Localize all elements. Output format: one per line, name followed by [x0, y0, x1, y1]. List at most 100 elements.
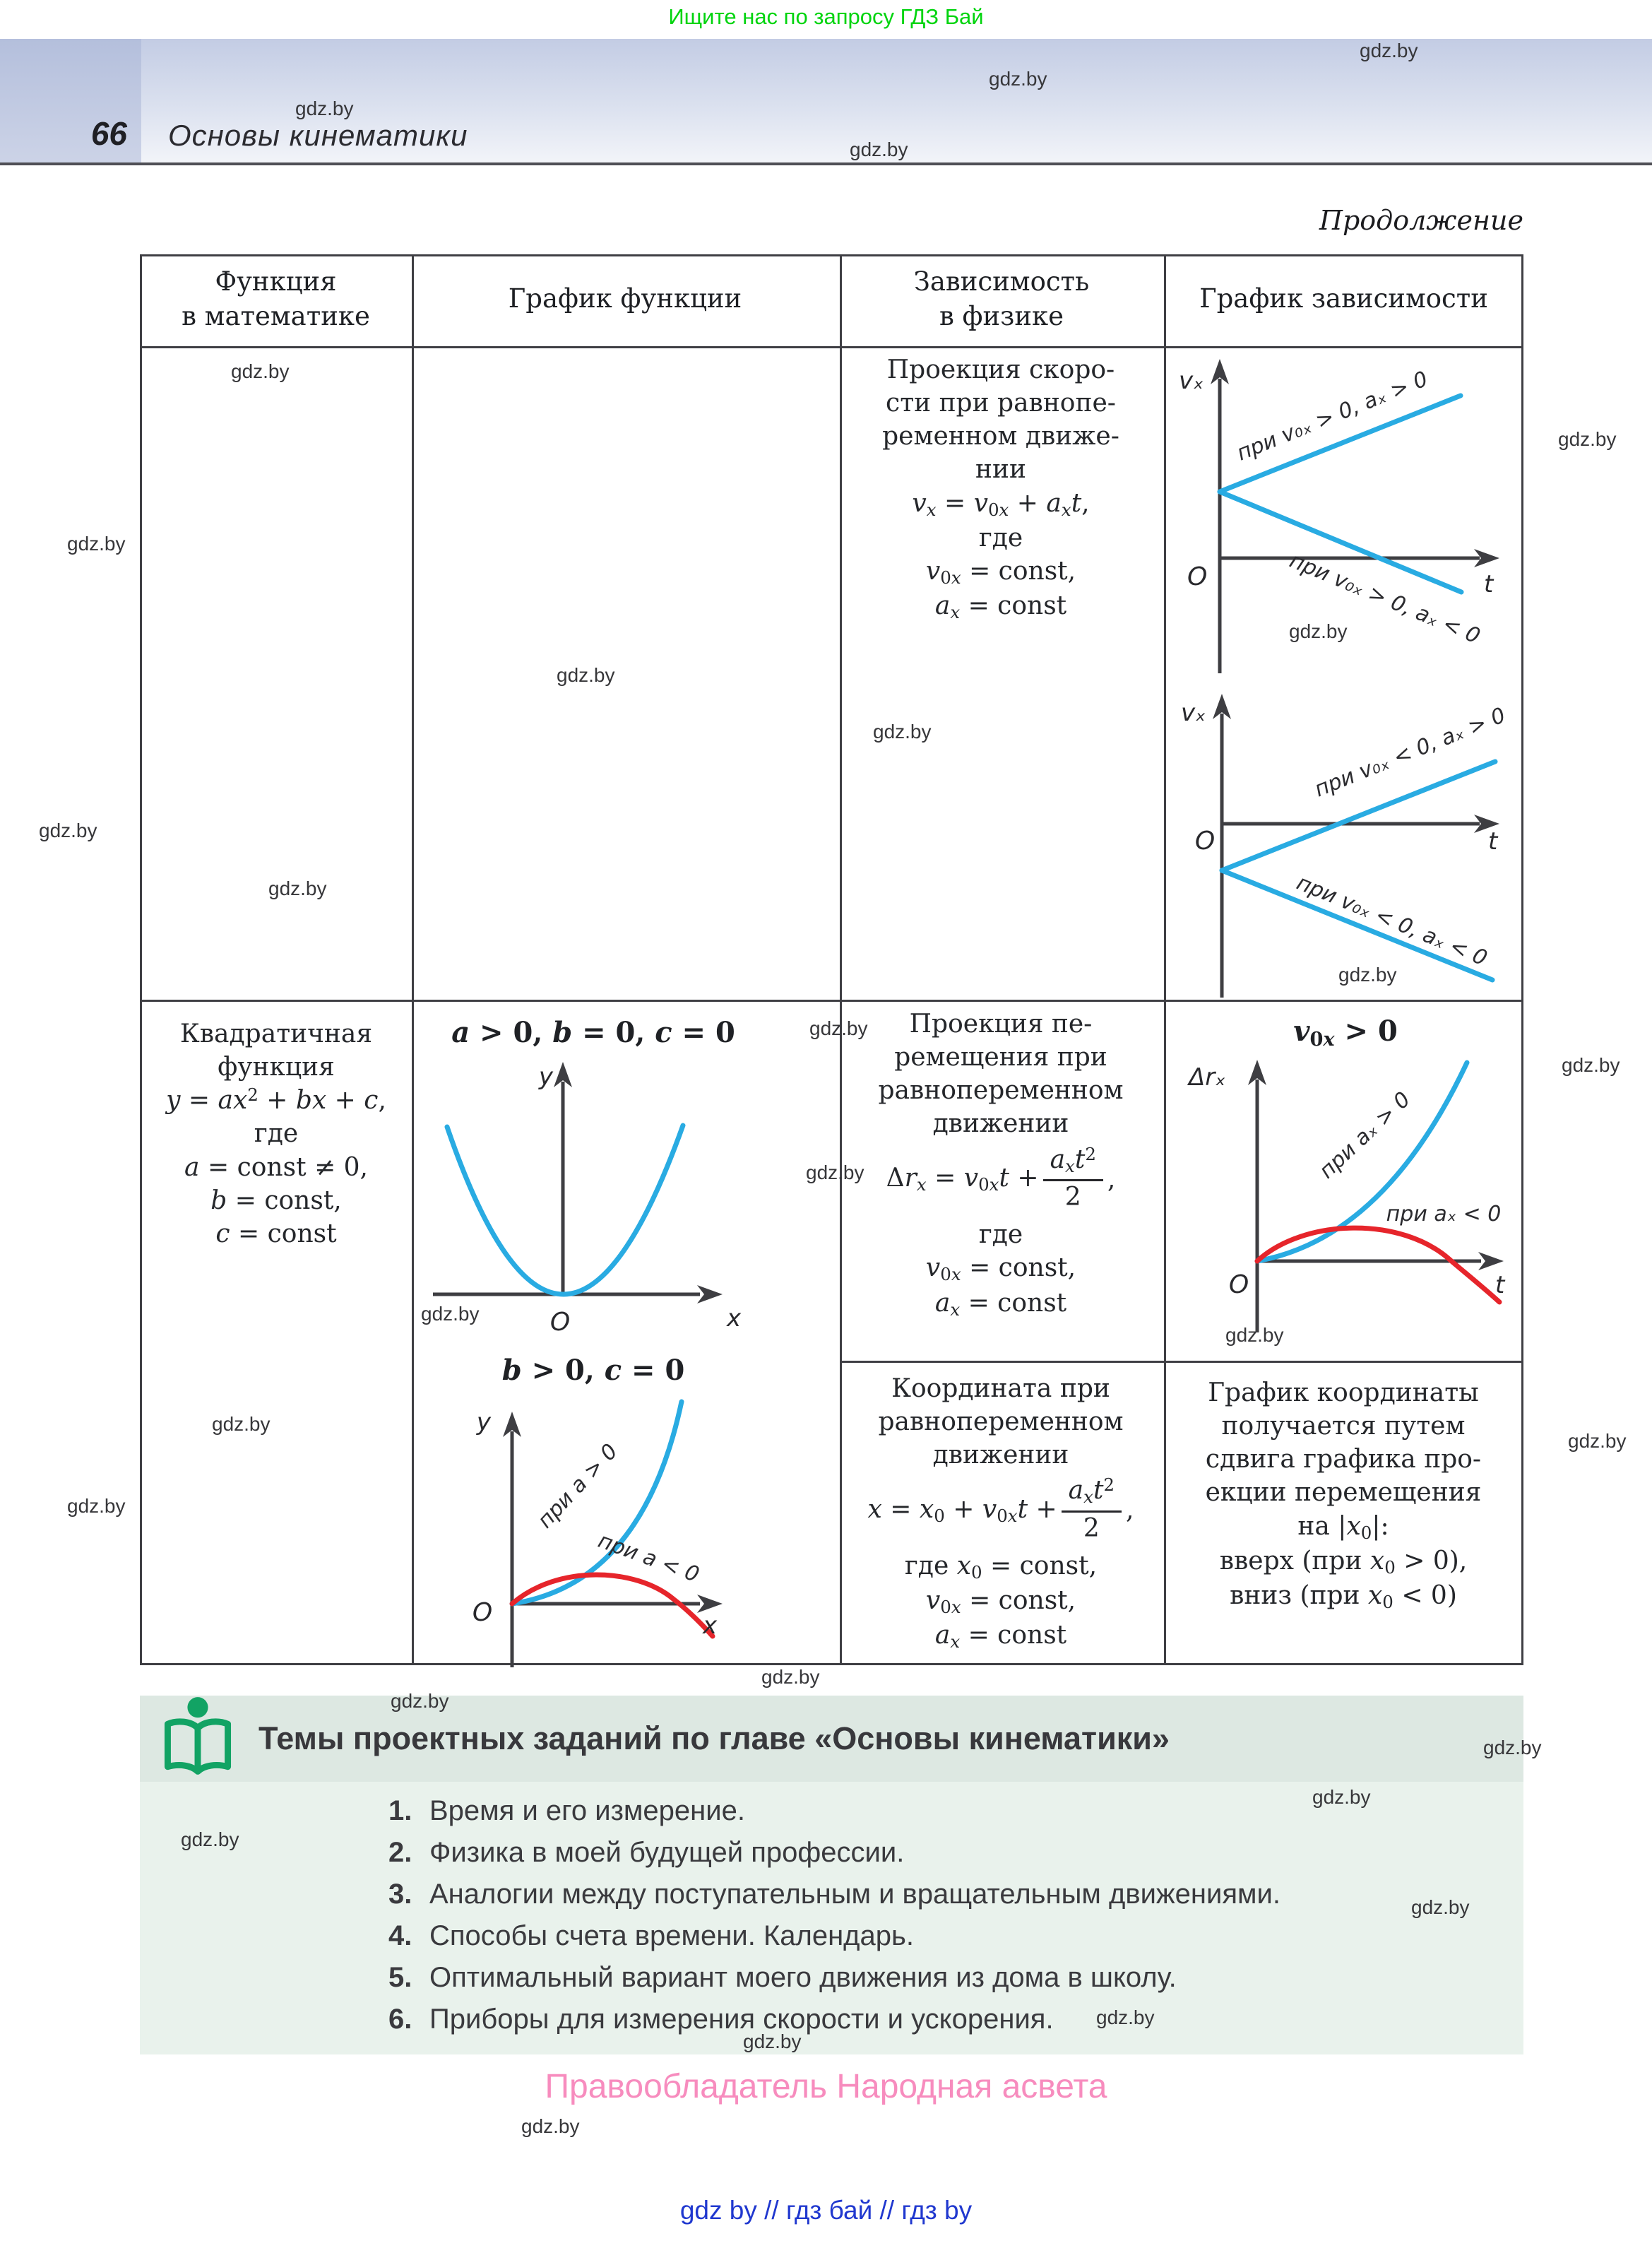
header-line: График функции: [508, 283, 742, 314]
formula-prefix: Δrx = v0xt +: [886, 1164, 1039, 1195]
cell-line: y = ax2 + bx + c,: [166, 1084, 386, 1116]
cell-velocity-projection: Проекция скоро-сти при равнопе-ременном …: [842, 353, 1160, 624]
graph-velocity-v0-positive: vₓ O t при v₀ₓ > 0, aₓ > 0 при v₀ₓ > 0, …: [1179, 359, 1499, 673]
gdz-watermark: gdz.by: [557, 664, 615, 686]
gdz-watermark: gdz.by: [1568, 1430, 1627, 1452]
item-number: 2.: [388, 1837, 412, 1868]
cell-line: v0x = const,: [925, 1586, 1076, 1618]
gdz-watermark: gdz.by: [1225, 1324, 1284, 1346]
cell-line: v0x = const,: [925, 556, 1076, 589]
cell-line: нии: [975, 455, 1026, 485]
x-axis-label: x: [702, 1612, 718, 1640]
cell-line: движении: [932, 1109, 1069, 1139]
formula-prefix: x = x0 + v0xt +: [867, 1494, 1057, 1526]
header-line: в физике: [939, 300, 1064, 331]
cell-line: сти при равнопе-: [886, 389, 1116, 418]
gdz-watermark: gdz.by: [391, 1690, 449, 1712]
project-item: 2. Физика в моей будущей профессии.: [388, 1838, 1509, 1867]
chapter-title: Основы кинематики: [168, 119, 468, 152]
kinematics-table: [140, 254, 1523, 1665]
header-line: Зависимость: [913, 266, 1090, 297]
cell-line: a = const ≠ 0,: [184, 1152, 368, 1182]
item-number: 4.: [388, 1920, 412, 1951]
graph-velocity-v0-negative: vₓ O t при v₀ₓ < 0, aₓ > 0 при v₀ₓ < 0, …: [1181, 694, 1509, 998]
gdz-watermark: gdz.by: [295, 97, 354, 119]
cell-line: Координата при: [891, 1374, 1110, 1403]
origin-label: O: [1195, 827, 1215, 856]
cell-text: где x0 = const, v0x = const, ax = const: [842, 1549, 1160, 1654]
table-hline-header: [142, 346, 1521, 348]
page-number-block: 66: [0, 39, 141, 162]
cell-line: движении: [932, 1441, 1069, 1470]
project-item: 1. Время и его измерение.: [388, 1796, 1509, 1826]
cell-line: равнопеременном: [878, 1076, 1124, 1106]
projects-box: Темы проектных заданий по главе «Основы …: [140, 1696, 1523, 2054]
cell-line: c = const: [215, 1219, 337, 1248]
gdz-watermark: gdz.by: [212, 1413, 271, 1435]
page-number: 66: [90, 115, 127, 152]
header-line: График зависимости: [1199, 283, 1488, 314]
gdz-watermark: gdz.by: [873, 721, 932, 743]
cell-line: вверх (при x0 > 0),: [1219, 1546, 1468, 1578]
gdz-watermark: gdz.by: [1360, 40, 1418, 61]
projects-list: 1. Время и его измерение. 2. Физика в мо…: [388, 1796, 1509, 2046]
x-axis-label: x: [726, 1304, 742, 1332]
gdz-watermark: gdz.by: [1411, 1896, 1470, 1918]
gdz-watermark: gdz.by: [1483, 1737, 1542, 1758]
item-text: Оптимальный вариант моего движения из до…: [429, 1962, 1177, 1993]
gdz-watermark: gdz.by: [181, 1828, 239, 1850]
fraction-numerator: axt2: [1061, 1476, 1122, 1513]
item-text: Время и его измерение.: [429, 1795, 745, 1826]
table-hline-row2: [840, 1361, 1521, 1363]
gdz-watermark: gdz.by: [1338, 964, 1397, 986]
table-vline-2: [840, 256, 842, 1663]
cell-line: Проекция скоро-: [886, 355, 1115, 384]
table-vline-3: [1164, 256, 1166, 1663]
gdz-watermark: gdz.by: [1312, 1786, 1371, 1808]
coordinate-formula: x = x0 + v0xt + axt2 2 ,: [842, 1476, 1160, 1544]
copyright-line: Правообладатель Народная асвета: [545, 2068, 1107, 2105]
cell-line: b = const,: [210, 1185, 342, 1215]
cell-coordinate: Координата при равнопеременном движении x …: [842, 1372, 1160, 1654]
gdz-watermark: gdz.by: [850, 138, 908, 160]
table-header-dependence: Зависимость в физике: [841, 256, 1162, 342]
curve-label-up: при v₀ₓ > 0, aₓ > 0: [1233, 367, 1431, 466]
gdz-watermark: gdz.by: [521, 2115, 580, 2137]
parabola2-caption: b > 0, c = 0: [501, 1354, 685, 1387]
projects-title: Темы проектных заданий по главе «Основы …: [259, 1720, 1170, 1756]
cell-line: ax = const: [934, 591, 1067, 623]
cell-line: равнопеременном: [878, 1407, 1124, 1437]
origin-label: O: [1229, 1270, 1249, 1299]
gdz-watermark: gdz.by: [421, 1303, 480, 1325]
gdz-watermark: gdz.by: [989, 68, 1047, 90]
displacement-formula: Δrx = v0xt + axt2 2 ,: [842, 1145, 1160, 1213]
projects-header: Темы проектных заданий по главе «Основы …: [140, 1696, 1523, 1782]
item-number: 6.: [388, 2004, 412, 2035]
origin-label: O: [1187, 562, 1207, 591]
gdz-watermark: gdz.by: [67, 1495, 126, 1517]
item-text: Приборы для измерения скорости и ускорен…: [429, 2004, 1054, 2035]
table-header-graph-dependence: График зависимости: [1166, 256, 1521, 342]
displacement-caption: v0x > 0: [1293, 1015, 1398, 1051]
cell-line: ax = const: [934, 1288, 1067, 1320]
graph-displacement: Δrₓ O t при aₓ > 0 при aₓ < 0: [1187, 1060, 1506, 1332]
gdz-watermark: gdz.by: [39, 820, 97, 841]
header-line: Функция: [215, 266, 337, 297]
y-axis-label: vₓ: [1181, 699, 1206, 727]
cell-line: ременном движе-: [882, 422, 1119, 451]
cell-line: ax = const: [934, 1621, 1067, 1652]
curve-label-red: при a < 0: [595, 1528, 702, 1587]
cell-text: Координата при равнопеременном движении: [842, 1372, 1160, 1472]
fraction-denominator: 2: [1064, 1183, 1081, 1212]
project-item: 4. Способы счета времени. Календарь.: [388, 1921, 1509, 1951]
item-text: Физика в моей будущей профессии.: [429, 1837, 905, 1868]
project-item: 3. Аналогии между поступательным и враща…: [388, 1879, 1509, 1909]
table-hline-row1: [142, 1000, 1521, 1002]
footer-links: gdz by // гдз бай // гдз by: [679, 2196, 973, 2225]
item-number: 3.: [388, 1879, 412, 1910]
gdz-watermark: gdz.by: [806, 1161, 864, 1183]
graph-quadratic-branches: y O x при a > 0 при a < 0: [473, 1399, 723, 1667]
origin-label: O: [473, 1598, 492, 1627]
y-axis-label: vₓ: [1179, 367, 1204, 395]
